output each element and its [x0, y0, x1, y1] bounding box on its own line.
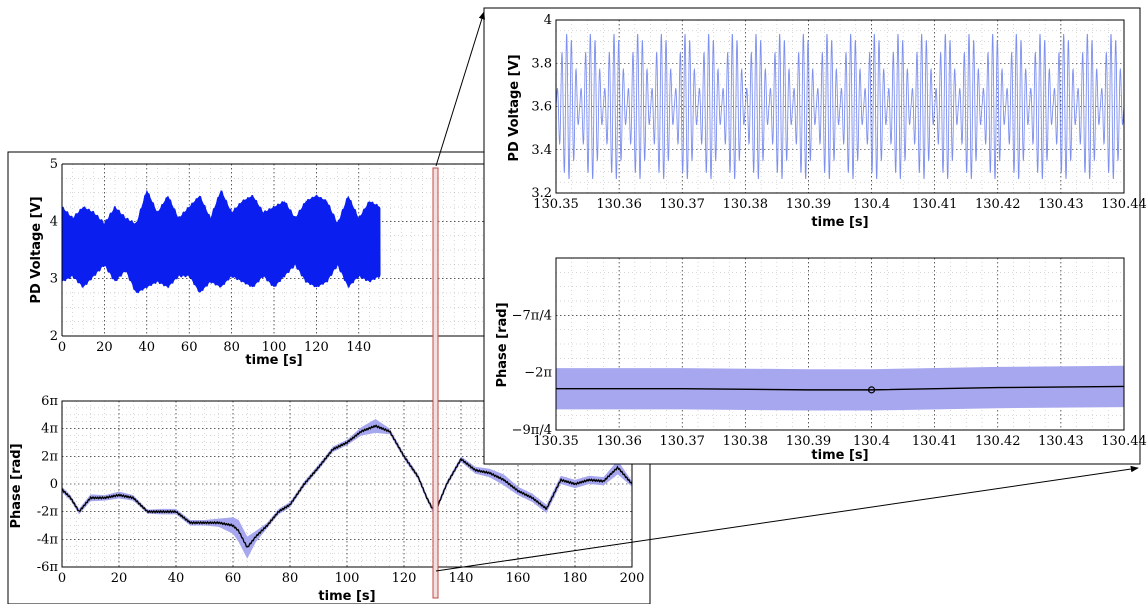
y-tick-label: 3.4 — [531, 143, 552, 158]
x-tick-label: 130.37 — [659, 197, 705, 212]
y-tick-label: 4π — [41, 422, 58, 437]
phase-marker-point — [867, 386, 876, 394]
x-tick-label: 130.44 — [1101, 434, 1147, 449]
tick-labels: 130.35 130.36 130.37 130.38 130.39 130.4 130.4… — [512, 308, 1147, 449]
y-tick-label: 3.6 — [531, 100, 552, 115]
x-tick-label: 60 — [225, 571, 242, 586]
y-tick-label: 5 — [50, 157, 58, 172]
x-tick-label: 130.38 — [723, 197, 769, 212]
zoom-connector-bottom — [435, 465, 1139, 572]
y-tick-label: −9π/4 — [512, 423, 552, 438]
x-tick-label: 130.38 — [723, 434, 769, 449]
x-tick-label: 40 — [139, 340, 156, 355]
x-tick-label: 140 — [449, 571, 474, 586]
plot-border — [61, 400, 633, 568]
plot-border — [555, 257, 1125, 431]
y-tick-label: 2 — [50, 329, 58, 344]
x-axis-label: time [s] — [318, 589, 375, 604]
tick-labels: 130.35 130.36 130.37 130.38 130.39 130.4 130.4… — [531, 13, 1146, 212]
y-tick-label: -6π — [37, 560, 59, 575]
x-tick-label: 130.35 — [533, 197, 579, 212]
x-tick-label: 80 — [282, 571, 299, 586]
x-tick-label: 130.39 — [786, 197, 832, 212]
x-tick-label: 120 — [304, 340, 329, 355]
series-marks — [556, 365, 1124, 411]
y-tick-label: 6π — [41, 394, 58, 409]
x-tick-label: 100 — [335, 571, 360, 586]
x-tick-label: 130.43 — [1038, 197, 1084, 212]
x-tick-label: 130.37 — [659, 434, 705, 449]
highlight-window — [432, 167, 439, 599]
y-tick-label: 3.2 — [531, 186, 552, 201]
y-tick-label: −7π/4 — [512, 308, 552, 323]
y-tick-label: 4 — [544, 13, 552, 28]
x-axis-label: time [s] — [245, 353, 302, 368]
x-tick-label: 40 — [168, 571, 185, 586]
x-tick-label: 0 — [58, 340, 66, 355]
x-tick-label: 130.36 — [596, 434, 642, 449]
voltage-envelope — [62, 189, 380, 293]
x-tick-label: 100 — [262, 340, 287, 355]
y-axis-label: Phase [rad] — [495, 302, 510, 387]
x-tick-label: 130.41 — [912, 434, 958, 449]
y-tick-label: 0 — [50, 477, 58, 492]
x-tick-label: 130.4 — [853, 434, 890, 449]
phase-uncertainty-band — [556, 365, 1124, 411]
x-tick-label: 130.42 — [975, 197, 1021, 212]
x-tick-label: 200 — [620, 571, 645, 586]
x-axis-label: time [s] — [811, 448, 868, 463]
x-tick-label: 60 — [181, 340, 198, 355]
y-tick-label: 4 — [50, 214, 58, 229]
x-tick-label: 180 — [563, 571, 588, 586]
x-tick-label: 0 — [58, 571, 66, 586]
x-axis-label: time [s] — [811, 215, 868, 230]
zoom-phase-plot: 130.35 130.36 130.37 130.38 130.39 130.4 130.4… — [495, 257, 1147, 463]
x-tick-label: 130.42 — [975, 434, 1021, 449]
x-tick-label: 20 — [111, 571, 128, 586]
x-tick-label: 160 — [506, 571, 531, 586]
y-tick-label: 2π — [41, 449, 58, 464]
phase-line — [556, 385, 1124, 391]
x-tick-label: 140 — [346, 340, 371, 355]
y-tick-label: 3.8 — [531, 56, 552, 71]
tick-labels: 0 20 40 60 80 100 120 140 160 180 200 -6π -4π -2π 0 2π 4… — [37, 394, 645, 586]
tick-labels: 0 20 40 60 80 100 120 140 2 3 4 5 — [50, 157, 371, 355]
y-axis-label: PD Voltage [V] — [507, 54, 522, 161]
x-tick-label: 130.44 — [1101, 197, 1147, 212]
plot-border — [555, 19, 1125, 194]
voltage-signal — [556, 33, 1124, 180]
y-tick-label: -4π — [37, 532, 59, 547]
overview-voltage-plot: 0 20 40 60 80 100 120 140 2 3 4 5 time [s] PD Volta… — [29, 157, 486, 368]
series-marks — [62, 418, 632, 559]
x-tick-label: 80 — [223, 340, 240, 355]
x-tick-label: 130.4 — [853, 197, 890, 212]
series-marks — [62, 189, 381, 294]
phase-line — [62, 424, 632, 548]
y-axis-label: Phase [rad] — [9, 443, 24, 528]
y-tick-label: −2π — [524, 366, 552, 381]
x-tick-label: 130.43 — [1038, 434, 1084, 449]
x-tick-label: 120 — [392, 571, 417, 586]
y-tick-label: 3 — [50, 272, 58, 287]
y-axis-label: PD Voltage [V] — [29, 196, 44, 303]
x-tick-label: 20 — [96, 340, 113, 355]
y-tick-label: -2π — [37, 505, 59, 520]
series-marks — [556, 33, 1124, 180]
zoom-connector-top — [435, 11, 485, 167]
x-tick-label: 130.41 — [912, 197, 958, 212]
x-tick-label: 130.35 — [533, 434, 579, 449]
x-tick-label: 130.39 — [786, 434, 832, 449]
zoom-voltage-plot: 130.35 130.36 130.37 130.38 130.39 130.4 130.4… — [507, 13, 1147, 230]
x-tick-label: 130.36 — [596, 197, 642, 212]
